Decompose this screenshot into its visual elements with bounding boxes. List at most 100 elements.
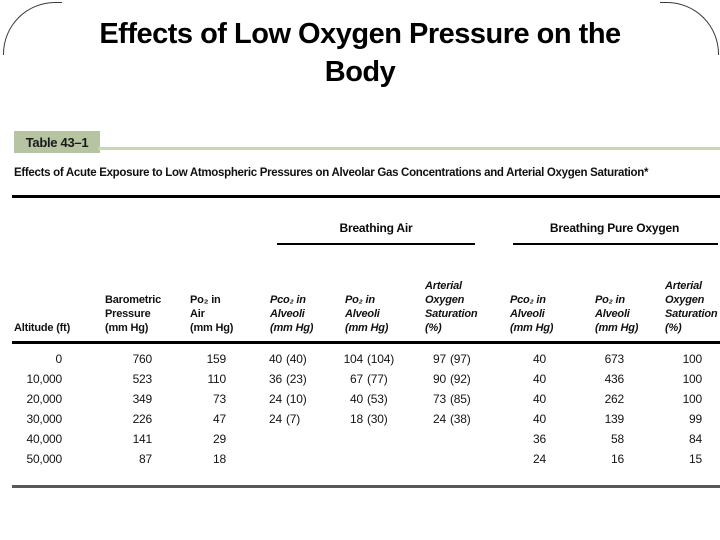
cell-acclimatized-value: (97) — [450, 352, 471, 366]
table-cell: 47 — [213, 412, 226, 426]
table-cell: 673 — [604, 352, 625, 366]
cell-value: 40 — [350, 392, 363, 406]
table-cell: 15 — [689, 452, 702, 466]
table-cell: 50,000 — [26, 452, 62, 466]
cell-acclimatized-value: (30) — [367, 412, 388, 426]
table-cell: 40 — [533, 392, 546, 406]
table-cell: 24 (7) — [240, 409, 324, 429]
table-cell — [400, 429, 486, 449]
cell-acclimatized-value: (40) — [286, 352, 307, 366]
cell-value: 90 — [433, 372, 446, 386]
table-cell: 18 (30) — [324, 409, 400, 429]
column-header: Arterial Oxygen Saturation (%) — [425, 280, 478, 334]
column-header: Altitude (ft) — [14, 322, 71, 334]
table-cell: 100 — [682, 352, 703, 366]
cell-acclimatized-value: (23) — [286, 372, 307, 386]
cell-value: 97 — [433, 352, 446, 366]
table-cell: 226 — [132, 412, 153, 426]
table-cell: 139 — [604, 412, 625, 426]
table-cell: 24 — [533, 452, 546, 466]
table-cell: 24 (10) — [240, 389, 324, 409]
table-cell: 40 (53) — [324, 389, 400, 409]
table-bottom-rule — [12, 485, 720, 488]
table-cell: 436 — [604, 372, 625, 386]
table-cell: 40 — [533, 372, 546, 386]
cell-acclimatized-value: (38) — [450, 412, 471, 426]
table-label-rule — [98, 147, 720, 150]
cell-acclimatized-value: (7) — [286, 412, 301, 426]
cell-value: 104 — [343, 352, 364, 366]
table-cell: 73 — [213, 392, 226, 406]
table-cell — [240, 449, 324, 469]
cell-value: 24 — [269, 392, 282, 406]
table-cell: 97 (97) — [400, 349, 486, 369]
group-header-rule-air — [277, 243, 475, 245]
table-cell: 349 — [132, 392, 153, 406]
cell-value: 24 — [433, 412, 446, 426]
table-cell: 24 (38) — [400, 409, 486, 429]
group-header-breathing-air: Breathing Air — [339, 221, 413, 235]
table-cell: 29 — [213, 432, 226, 446]
cell-acclimatized-value: (53) — [367, 392, 388, 406]
table-cell: 36 — [533, 432, 546, 446]
table-cell: 760 — [132, 352, 153, 366]
table-cell — [324, 449, 400, 469]
table-caption: Effects of Acute Exposure to Low Atmosph… — [14, 167, 649, 179]
table-top-rule — [12, 195, 720, 198]
cell-acclimatized-value: (92) — [450, 372, 471, 386]
table-cell: 18 — [213, 452, 226, 466]
table-cell: 40 — [533, 412, 546, 426]
table-cell: 0 — [55, 352, 63, 366]
table-cell: 87 — [139, 452, 152, 466]
table-cell: 16 — [611, 452, 624, 466]
table-body: 0 760 159 40 (40) 104 (104) 97 (97) 40 673 100 10,00… — [12, 349, 720, 469]
column-header: Po₂ in Alveoli (mm Hg) — [595, 294, 639, 334]
table-cell: 30,000 — [26, 412, 62, 426]
cell-acclimatized-value: (77) — [367, 372, 388, 386]
column-header-row: Altitude (ft) Barometric Pressure (mm Hg)… — [12, 250, 720, 338]
table-cell: 110 — [207, 372, 226, 386]
table-cell: 36 (23) — [240, 369, 324, 389]
table-cell: 40,000 — [26, 432, 62, 446]
table-cell: 100 — [682, 392, 703, 406]
cell-value: 24 — [269, 412, 282, 426]
cell-value: 18 — [350, 412, 363, 426]
group-header-breathing-pure-oxygen: Breathing Pure Oxygen — [549, 221, 680, 235]
table-cell: 40 (40) — [240, 349, 324, 369]
table-cell: 84 — [689, 432, 702, 446]
table-cell: 100 — [682, 372, 703, 386]
table-cell: 99 — [689, 412, 702, 426]
cell-value: 40 — [269, 352, 282, 366]
cell-acclimatized-value: (10) — [286, 392, 307, 406]
table-cell — [400, 449, 486, 469]
cell-acclimatized-value: (104) — [367, 352, 395, 366]
table-cell: 40 — [533, 352, 546, 366]
column-header: Po₂ in Alveoli (mm Hg) — [345, 294, 389, 334]
table-cell — [240, 429, 324, 449]
table-cell: 262 — [604, 392, 625, 406]
cell-acclimatized-value: (85) — [450, 392, 471, 406]
table-label-badge: Table 43–1 — [14, 131, 100, 153]
table-cell — [324, 429, 400, 449]
table-cell: 104 (104) — [324, 349, 400, 369]
cell-value: 36 — [269, 372, 282, 386]
table-cell: 159 — [206, 352, 227, 366]
table-cell: 90 (92) — [400, 369, 486, 389]
table-cell: 67 (77) — [324, 369, 400, 389]
table-cell: 58 — [611, 432, 624, 446]
column-header: Barometric Pressure (mm Hg) — [105, 294, 162, 334]
table-cell: 141 — [132, 432, 153, 446]
column-header: Po₂ in Air (mm Hg) — [190, 294, 234, 334]
cell-value: 67 — [350, 372, 363, 386]
table-cell: 73 (85) — [400, 389, 486, 409]
column-header: Pco₂ in Alveoli (mm Hg) — [270, 294, 314, 334]
table-cell: 523 — [132, 372, 153, 386]
column-header: Pco₂ in Alveoli (mm Hg) — [510, 294, 554, 334]
table-header-rule — [12, 341, 720, 344]
cell-value: 73 — [433, 392, 446, 406]
table-cell: 20,000 — [26, 392, 62, 406]
table-cell: 10,000 — [26, 372, 62, 386]
slide-title: Effects of Low Oxygen Pressure on the Bo… — [99, 18, 621, 88]
column-header: Arterial Oxygen Saturation (%) — [665, 280, 718, 334]
